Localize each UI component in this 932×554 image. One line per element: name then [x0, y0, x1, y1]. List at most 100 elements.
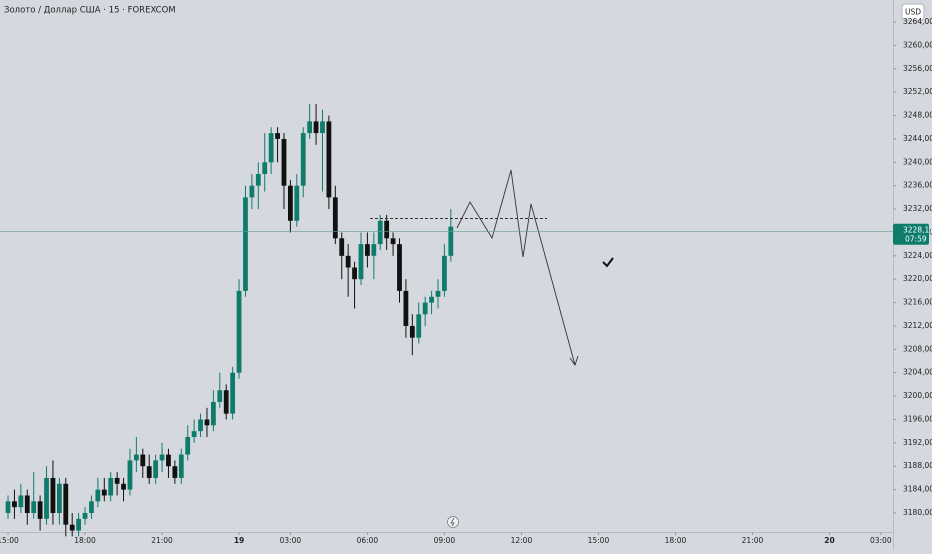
x-tick-label: 15:00 — [0, 536, 19, 545]
candle-body — [429, 296, 434, 303]
candle-body — [146, 466, 152, 478]
candle-body — [281, 138, 287, 186]
y-tick-label: 3224,00 — [903, 251, 932, 260]
candle-body — [307, 121, 313, 134]
candle-body — [140, 454, 146, 467]
candle-body — [313, 121, 319, 134]
x-tick-label: 20 — [824, 536, 834, 545]
y-tick-label: 3240,00 — [903, 157, 932, 166]
candle-body — [191, 431, 197, 438]
chart-title: Золото / Доллар США · 15 · FOREXCOM — [4, 6, 176, 16]
candle-body — [275, 133, 280, 139]
candle-body — [390, 238, 396, 245]
candle-body — [178, 454, 184, 478]
candle-body — [101, 489, 107, 496]
candle-body — [236, 290, 242, 373]
y-tick-label: 3264,00 — [903, 17, 932, 26]
candle-body — [114, 477, 120, 484]
candle-body — [63, 483, 69, 525]
candle-body — [345, 255, 351, 268]
candle-body — [294, 185, 300, 221]
y-tick-label: 3196,00 — [903, 414, 932, 423]
candle-body — [352, 267, 357, 280]
x-tick-label: 06:00 — [357, 536, 379, 545]
candle-body — [230, 372, 236, 414]
y-tick-label: 3204,00 — [903, 368, 932, 377]
candle-body — [159, 454, 165, 461]
candle-body — [50, 477, 56, 514]
candle-body — [82, 513, 88, 519]
candle-body — [268, 133, 274, 163]
candle-body — [127, 460, 133, 490]
candle-body — [377, 220, 383, 245]
y-tick-label: 3216,00 — [903, 298, 932, 307]
candle-body — [89, 501, 94, 514]
candle-body — [249, 185, 255, 198]
x-tick-label: 19 — [234, 536, 244, 545]
candle-body — [422, 302, 428, 315]
candle-body — [24, 495, 30, 514]
candle-body — [69, 524, 75, 531]
y-tick-label: 3244,00 — [903, 134, 932, 143]
candle-body — [153, 460, 159, 478]
replay-icon-bolt[interactable] — [450, 517, 455, 527]
candle-body — [31, 501, 37, 514]
x-tick-label: 21:00 — [151, 536, 173, 545]
candle-body — [416, 314, 422, 338]
candle-body — [409, 325, 415, 338]
y-tick-label: 3188,00 — [903, 461, 932, 470]
candle-body — [332, 197, 338, 239]
candle-body — [448, 226, 454, 256]
x-tick-label: 03:00 — [280, 536, 302, 545]
candle-body — [255, 174, 261, 186]
x-tick-label: 15:00 — [588, 536, 610, 545]
currency-button[interactable]: USD — [901, 3, 925, 21]
x-tick-label: 03:00 — [870, 536, 892, 545]
candle-body — [442, 255, 447, 291]
y-tick-label: 3220,00 — [903, 274, 932, 283]
y-tick-label: 3208,00 — [903, 344, 932, 353]
y-tick-label: 3184,00 — [903, 485, 932, 494]
candle-body — [18, 495, 24, 508]
y-tick-label: 3232,00 — [903, 204, 932, 213]
candle-body — [435, 290, 441, 297]
x-tick-label: 18:00 — [74, 536, 96, 545]
candle-body — [262, 162, 268, 175]
candle-body — [320, 121, 325, 134]
candle-body — [403, 290, 409, 326]
candle-body — [223, 390, 229, 414]
replay-icon-circle[interactable] — [447, 516, 459, 528]
x-tick-label: 12:00 — [511, 536, 533, 545]
currency-button-box[interactable] — [901, 3, 925, 21]
candle-body — [210, 401, 216, 426]
projection-path — [456, 169, 576, 366]
y-tick-label: 3260,00 — [903, 40, 932, 49]
candle-body — [287, 185, 293, 221]
candle-body — [166, 454, 171, 467]
x-tick-label: 21:00 — [742, 536, 764, 545]
candle-body — [76, 518, 82, 531]
candle-body — [217, 390, 223, 402]
plot — [5, 103, 454, 537]
y-tick-label: 3236,00 — [903, 181, 932, 190]
last-price-tag — [893, 223, 929, 245]
candle-body — [44, 477, 49, 519]
candle-body — [397, 244, 402, 291]
candle-body — [371, 244, 377, 256]
currency-label[interactable]: USD — [905, 8, 921, 17]
candle-body — [326, 121, 332, 198]
candle-body — [339, 238, 345, 256]
candle-body — [5, 501, 11, 514]
candle-body — [12, 501, 17, 508]
candle-body — [56, 483, 62, 514]
candle-body — [133, 454, 139, 461]
last-price-label: 3228,13 — [903, 226, 932, 235]
y-tick-label: 3256,00 — [903, 64, 932, 73]
y-tick-label: 3200,00 — [903, 391, 932, 400]
replay-icon[interactable] — [447, 516, 459, 528]
check-icon — [602, 257, 614, 268]
candle-body — [358, 244, 364, 280]
y-tick-label: 3248,00 — [903, 111, 932, 120]
